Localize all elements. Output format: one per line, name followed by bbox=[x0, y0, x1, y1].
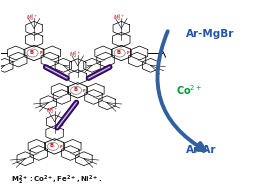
Polygon shape bbox=[64, 139, 81, 153]
Polygon shape bbox=[84, 58, 100, 72]
Text: F: F bbox=[39, 51, 42, 55]
Polygon shape bbox=[112, 45, 131, 61]
Polygon shape bbox=[46, 126, 63, 140]
Polygon shape bbox=[45, 139, 64, 154]
Text: B: B bbox=[50, 143, 54, 149]
Polygon shape bbox=[85, 90, 102, 104]
Polygon shape bbox=[0, 58, 13, 72]
Polygon shape bbox=[69, 70, 86, 84]
Text: $M_2^{2+}$: $M_2^{2+}$ bbox=[69, 49, 82, 60]
Text: Ar-Ar: Ar-Ar bbox=[186, 145, 216, 155]
Polygon shape bbox=[112, 33, 130, 47]
Polygon shape bbox=[10, 52, 27, 67]
Text: $M_2^{2+}$: $M_2^{2+}$ bbox=[26, 12, 38, 23]
Text: $M_2^{2+}$: $M_2^{2+}$ bbox=[46, 105, 59, 116]
Text: F: F bbox=[83, 89, 86, 93]
Polygon shape bbox=[41, 52, 59, 67]
Polygon shape bbox=[25, 45, 43, 61]
Polygon shape bbox=[7, 46, 24, 60]
Text: B: B bbox=[29, 50, 33, 55]
Polygon shape bbox=[88, 83, 104, 97]
Polygon shape bbox=[46, 115, 63, 129]
Polygon shape bbox=[55, 58, 72, 72]
Text: $M_2^{2+}$: $M_2^{2+}$ bbox=[113, 12, 126, 23]
Text: $\bf{M_2^{2+}}$$\bf{: Co^{2+}, Fe^{2+}, Ni^{2+}.}$: $\bf{M_2^{2+}}$$\bf{: Co^{2+}, Fe^{2+}, … bbox=[11, 173, 102, 187]
Polygon shape bbox=[51, 83, 68, 97]
Polygon shape bbox=[30, 146, 47, 160]
Polygon shape bbox=[69, 83, 87, 98]
Polygon shape bbox=[26, 21, 42, 35]
Polygon shape bbox=[97, 52, 114, 67]
Text: Ar-MgBr: Ar-MgBr bbox=[186, 29, 234, 39]
Polygon shape bbox=[142, 58, 159, 72]
Polygon shape bbox=[53, 90, 71, 104]
Polygon shape bbox=[113, 21, 130, 35]
Polygon shape bbox=[62, 146, 79, 160]
Polygon shape bbox=[69, 59, 86, 73]
Polygon shape bbox=[25, 33, 43, 47]
Polygon shape bbox=[128, 52, 146, 67]
Polygon shape bbox=[28, 139, 45, 153]
Polygon shape bbox=[99, 96, 115, 110]
Polygon shape bbox=[131, 46, 148, 60]
Text: B: B bbox=[73, 88, 77, 92]
Text: F: F bbox=[60, 145, 63, 149]
Polygon shape bbox=[40, 96, 57, 110]
Text: Co$^{2+}$: Co$^{2+}$ bbox=[176, 84, 203, 97]
Text: B: B bbox=[117, 50, 121, 55]
Polygon shape bbox=[17, 152, 34, 166]
Polygon shape bbox=[76, 152, 92, 166]
Text: F: F bbox=[127, 51, 130, 55]
Polygon shape bbox=[44, 46, 61, 60]
Polygon shape bbox=[95, 46, 111, 60]
